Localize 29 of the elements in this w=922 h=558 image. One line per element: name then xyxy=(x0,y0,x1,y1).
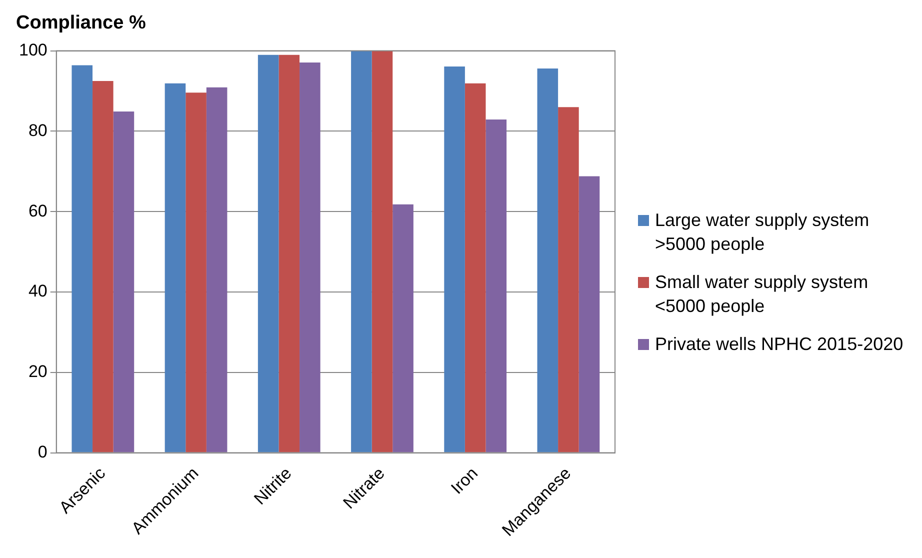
chart-title: Compliance % xyxy=(16,12,146,34)
bar xyxy=(258,54,279,452)
bar xyxy=(72,65,93,452)
bar xyxy=(206,87,228,452)
bar xyxy=(92,80,114,452)
bar xyxy=(164,83,186,452)
bar xyxy=(351,50,372,452)
bar xyxy=(444,66,465,452)
bar xyxy=(372,50,393,452)
y-tick-label: 20 xyxy=(28,362,48,382)
legend-label: Small water supply system <5000 people xyxy=(655,271,870,318)
legend-label: Large water supply system >5000 people xyxy=(655,209,870,256)
y-tick-label: 40 xyxy=(28,282,48,301)
bar xyxy=(113,111,134,452)
y-tick-label: 0 xyxy=(38,442,48,462)
bar xyxy=(300,62,320,452)
bar xyxy=(186,92,206,452)
bar xyxy=(392,204,414,452)
y-tick-label: 80 xyxy=(28,120,48,140)
bar xyxy=(578,176,600,452)
y-tick-label: 100 xyxy=(18,40,48,60)
legend-label: Private wells NPHC 2015-2020 xyxy=(655,333,904,356)
bar xyxy=(558,107,579,452)
bar xyxy=(278,54,300,452)
bar xyxy=(537,68,558,452)
bar xyxy=(486,120,507,452)
y-tick-label: 60 xyxy=(28,201,48,220)
bar xyxy=(464,83,486,452)
x-tick-label: Iron xyxy=(447,464,482,498)
